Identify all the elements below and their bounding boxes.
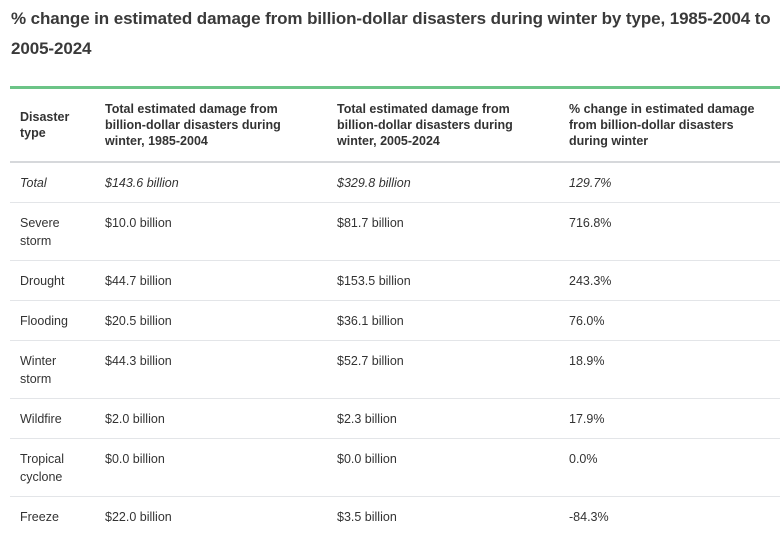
cell-damage-1985-2004: $10.0 billion [95, 203, 327, 261]
disaster-damage-table: Disaster type Total estimated damage fro… [10, 89, 780, 536]
table-row: Winter storm $44.3 billion $52.7 billion… [10, 341, 780, 399]
table-row: Tropical cyclone $0.0 billion $0.0 billi… [10, 439, 780, 497]
cell-type: Tropical cyclone [10, 439, 95, 497]
cell-percent-change: 18.9% [559, 341, 780, 399]
table-row: Drought $44.7 billion $153.5 billion 243… [10, 261, 780, 301]
cell-damage-1985-2004: $44.3 billion [95, 341, 327, 399]
table-title: % change in estimated damage from billio… [11, 4, 771, 64]
table-row: Severe storm $10.0 billion $81.7 billion… [10, 203, 780, 261]
cell-percent-change: 17.9% [559, 399, 780, 439]
cell-type: Winter storm [10, 341, 95, 399]
cell-type: Severe storm [10, 203, 95, 261]
cell-damage-1985-2004: $22.0 billion [95, 497, 327, 536]
cell-damage-1985-2004: $2.0 billion [95, 399, 327, 439]
cell-type: Total [10, 162, 95, 203]
cell-damage-1985-2004: $44.7 billion [95, 261, 327, 301]
table-row: Freeze $22.0 billion $3.5 billion -84.3% [10, 497, 780, 536]
table-row-total: Total $143.6 billion $329.8 billion 129.… [10, 162, 780, 203]
cell-damage-2005-2024: $81.7 billion [327, 203, 559, 261]
cell-damage-2005-2024: $36.1 billion [327, 301, 559, 341]
cell-damage-2005-2024: $52.7 billion [327, 341, 559, 399]
table-row: Flooding $20.5 billion $36.1 billion 76.… [10, 301, 780, 341]
cell-damage-2005-2024: $329.8 billion [327, 162, 559, 203]
cell-type: Drought [10, 261, 95, 301]
cell-damage-1985-2004: $0.0 billion [95, 439, 327, 497]
cell-type: Freeze [10, 497, 95, 536]
header-damage-1985-2004: Total estimated damage from billion-doll… [95, 89, 327, 162]
cell-type: Flooding [10, 301, 95, 341]
header-row: Disaster type Total estimated damage fro… [10, 89, 780, 162]
cell-damage-2005-2024: $3.5 billion [327, 497, 559, 536]
cell-damage-2005-2024: $0.0 billion [327, 439, 559, 497]
header-percent-change: % change in estimated damage from billio… [559, 89, 780, 162]
cell-damage-2005-2024: $153.5 billion [327, 261, 559, 301]
cell-percent-change: 129.7% [559, 162, 780, 203]
cell-percent-change: 76.0% [559, 301, 780, 341]
header-damage-2005-2024: Total estimated damage from billion-doll… [327, 89, 559, 162]
cell-type: Wildfire [10, 399, 95, 439]
cell-percent-change: 716.8% [559, 203, 780, 261]
cell-percent-change: 243.3% [559, 261, 780, 301]
cell-damage-1985-2004: $143.6 billion [95, 162, 327, 203]
header-disaster-type: Disaster type [10, 89, 95, 162]
cell-damage-2005-2024: $2.3 billion [327, 399, 559, 439]
cell-percent-change: -84.3% [559, 497, 780, 536]
table-row: Wildfire $2.0 billion $2.3 billion 17.9% [10, 399, 780, 439]
cell-damage-1985-2004: $20.5 billion [95, 301, 327, 341]
cell-percent-change: 0.0% [559, 439, 780, 497]
